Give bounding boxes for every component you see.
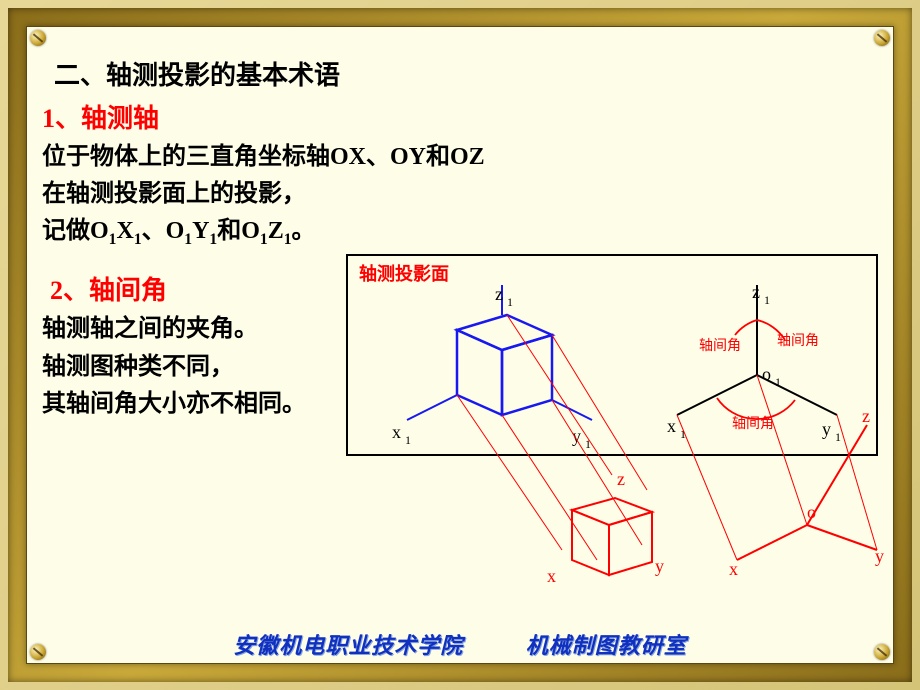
panel-label: 轴测投影面 (359, 263, 449, 284)
svg-text:o: o (807, 502, 816, 522)
screw-icon (874, 30, 890, 46)
slide-frame: 二、轴测投影的基本术语 1、轴测轴 位于物体上的三直角坐标轴OX、OY和OZ 在… (0, 0, 920, 690)
subheading-1: 1、轴测轴 (42, 98, 878, 135)
svg-text:1: 1 (775, 375, 781, 389)
svg-text:x: x (667, 416, 676, 436)
svg-text:1: 1 (405, 433, 411, 447)
svg-text:y: y (572, 426, 581, 446)
svg-text:z: z (862, 406, 870, 426)
footer-right: 机械制图教研室 (526, 633, 687, 658)
svg-text:y: y (655, 556, 664, 576)
footer-left: 安徽机电职业技术学院 (233, 633, 463, 658)
body-line: 在轴测投影面上的投影， (42, 176, 878, 213)
svg-text:z: z (617, 469, 625, 489)
svg-text:1: 1 (764, 293, 770, 307)
slide-content: 二、轴测投影的基本术语 1、轴测轴 位于物体上的三直角坐标轴OX、OY和OZ 在… (42, 55, 878, 635)
svg-text:1: 1 (835, 430, 841, 444)
body-line: 记做O1X1、O1Y1和O1Z1。 (42, 213, 878, 252)
svg-text:x: x (729, 559, 738, 579)
svg-text:z: z (752, 282, 760, 302)
svg-text:y: y (822, 419, 831, 439)
screw-icon (30, 30, 46, 46)
svg-text:1: 1 (507, 295, 513, 309)
svg-text:x: x (392, 422, 401, 442)
svg-text:z: z (495, 284, 503, 304)
section-heading: 二、轴测投影的基本术语 (54, 55, 878, 92)
footer: 安徽机电职业技术学院 机械制图教研室 (0, 628, 920, 660)
axon-figure: 轴测投影面 z1 x1 y1 (337, 250, 887, 590)
svg-text:轴间角: 轴间角 (732, 416, 774, 432)
svg-text:轴间角: 轴间角 (699, 338, 741, 354)
svg-text:x: x (547, 566, 556, 586)
body-line: 位于物体上的三直角坐标轴OX、OY和OZ (42, 139, 878, 176)
svg-text:o: o (762, 364, 771, 384)
svg-text:轴间角: 轴间角 (777, 333, 819, 349)
